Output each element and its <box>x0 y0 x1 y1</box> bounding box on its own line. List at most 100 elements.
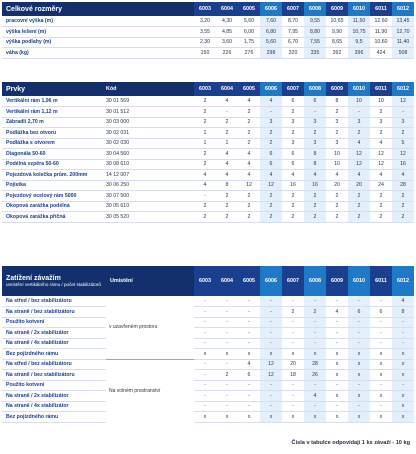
value-cell: 3 <box>370 117 392 128</box>
value-cell: 2 <box>216 369 238 381</box>
value-cell: 7,55 <box>304 37 326 48</box>
value-cell: 2 <box>370 190 392 202</box>
value-cell: x <box>392 358 414 370</box>
value-cell: x <box>282 348 304 360</box>
value-cell: x <box>326 411 348 423</box>
value-cell: - <box>348 338 370 349</box>
value-cell: - <box>370 380 392 391</box>
table-row: váha (kg) 150 226 276 298 320 335 392 396 424 508 <box>2 47 414 59</box>
value-cell: 320 <box>282 47 304 59</box>
column-header-6010: 6010 <box>348 266 370 296</box>
value-cell: 8 <box>326 96 348 107</box>
value-cell: 3,55 <box>194 26 216 38</box>
value-cell: - <box>216 401 238 412</box>
value-cell: - <box>216 306 238 318</box>
value-cell: 4 <box>392 296 414 307</box>
value-cell: 6 <box>370 306 392 318</box>
value-cell: - <box>304 106 326 118</box>
value-cell: 2 <box>194 96 216 107</box>
value-cell: 2 <box>370 201 392 212</box>
part-name: Pojezdová kolečka prům. 200mm <box>2 169 102 181</box>
value-cell: 10,75 <box>348 26 370 38</box>
value-cell: 11,50 <box>348 16 370 27</box>
dimensions-body: pracovní výška (m) 3,20 4,30 5,60 7,60 8,70 9,… <box>2 16 414 59</box>
value-cell: - <box>326 327 348 339</box>
column-header-6008: 6008 <box>304 2 326 16</box>
part-code: 30 05 610 <box>102 201 194 212</box>
value-cell: x <box>370 411 392 423</box>
value-cell: 4,30 <box>216 16 238 27</box>
column-header-6003: 6003 <box>194 2 216 16</box>
table-row: Použito kotvení - - - - - - - - - - <box>2 380 414 391</box>
condition-label: Na straně / 4x stabilizátor <box>2 401 106 412</box>
value-cell: 508 <box>392 47 414 59</box>
value-cell: 2 <box>238 201 260 212</box>
value-cell: - <box>216 106 238 118</box>
value-cell: 3,60 <box>216 37 238 48</box>
value-cell: 3 <box>392 117 414 128</box>
value-cell: 2 <box>282 211 304 223</box>
value-cell: - <box>238 401 260 412</box>
table-row: Pojistka 30 06 250 4 8 12 12 16 16 20 20 24 28 <box>2 180 414 191</box>
value-cell: 3 <box>260 117 282 128</box>
value-cell: 6,70 <box>282 37 304 48</box>
value-cell: - <box>260 380 282 391</box>
value-cell: - <box>282 390 304 402</box>
row-label: výška podlahy (m) <box>2 37 194 48</box>
value-cell: - <box>238 306 260 318</box>
value-cell: - <box>304 296 326 307</box>
column-header-6012: 6012 <box>392 2 414 16</box>
value-cell: 2 <box>326 211 348 223</box>
value-cell: 2 <box>194 159 216 170</box>
value-cell: 4 <box>238 96 260 107</box>
value-cell: - <box>194 306 216 318</box>
value-cell: - <box>260 296 282 307</box>
column-header-6003: 6003 <box>194 266 216 296</box>
condition-label: Na straně / bez stabilizátoru <box>2 306 106 318</box>
value-cell: 2 <box>238 127 260 139</box>
column-header-6007: 6007 <box>282 2 304 16</box>
ballast-title: Zatížení závažím <box>6 274 61 282</box>
value-cell: 20 <box>282 358 304 370</box>
condition-label: Na straně / bez stabilizátoru <box>2 369 106 381</box>
value-cell: - <box>370 338 392 349</box>
value-cell: 2 <box>326 127 348 139</box>
table-row: Na straně / 4x stabilizátor - - - - - - - - - x <box>2 401 414 412</box>
part-name: Okopová zarážka příčná <box>2 211 102 223</box>
value-cell: 2 <box>282 190 304 202</box>
value-cell: 4 <box>392 169 414 181</box>
part-name: Okopová zarážka podélná <box>2 201 102 212</box>
value-cell: - <box>260 390 282 402</box>
value-cell: x <box>392 348 414 360</box>
part-code: 14 12 007 <box>102 169 194 181</box>
value-cell: 4 <box>348 138 370 149</box>
value-cell: 12,60 <box>370 16 392 27</box>
condition-label: Na střed / bez stabilizátoru <box>2 358 106 370</box>
value-cell: 2 <box>304 190 326 202</box>
value-cell: 20 <box>348 180 370 191</box>
value-cell: - <box>260 106 282 118</box>
value-cell: 4 <box>370 138 392 149</box>
part-name: Diagonála 50-60 <box>2 148 102 160</box>
column-header-6004: 6004 <box>216 266 238 296</box>
value-cell: 8,65 <box>326 37 348 48</box>
value-cell: - <box>194 390 216 402</box>
value-cell: 12 <box>348 148 370 160</box>
value-cell: 3 <box>282 117 304 128</box>
value-cell: 2 <box>260 138 282 149</box>
value-cell: 2 <box>238 106 260 118</box>
value-cell: 12 <box>392 96 414 107</box>
value-cell: 20 <box>326 180 348 191</box>
value-cell: x <box>238 411 260 423</box>
value-cell: 2 <box>304 201 326 212</box>
value-cell: - <box>260 306 282 318</box>
value-cell: 2 <box>326 106 348 118</box>
value-cell: x <box>392 390 414 402</box>
value-cell: 226 <box>216 47 238 59</box>
value-cell: 11,40 <box>392 37 414 48</box>
value-cell: - <box>348 327 370 339</box>
value-cell: 12 <box>392 148 414 160</box>
value-cell: 3 <box>304 117 326 128</box>
value-cell: 2 <box>260 190 282 202</box>
value-cell: - <box>392 338 414 349</box>
